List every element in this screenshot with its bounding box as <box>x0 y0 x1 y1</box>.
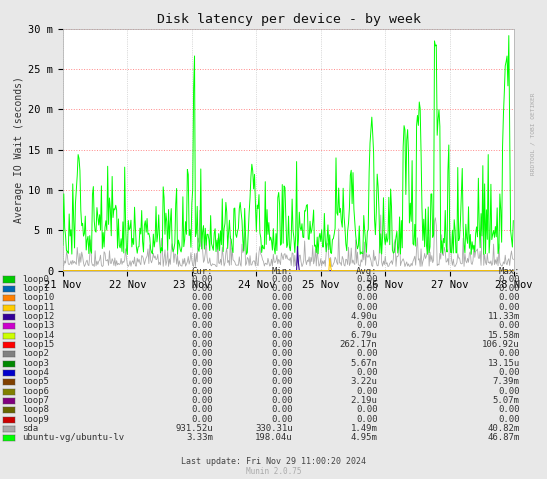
Text: 931.52u: 931.52u <box>176 424 213 433</box>
Text: 1.49m: 1.49m <box>351 424 377 433</box>
Text: 0.00: 0.00 <box>498 303 520 312</box>
Text: 0.00: 0.00 <box>271 293 293 302</box>
Text: Munin 2.0.75: Munin 2.0.75 <box>246 467 301 476</box>
Text: Avg:: Avg: <box>356 267 377 276</box>
Text: 46.87m: 46.87m <box>487 433 520 443</box>
Text: 0.00: 0.00 <box>356 274 377 284</box>
Text: 0.00: 0.00 <box>271 340 293 349</box>
Text: loop7: loop7 <box>22 396 49 405</box>
Text: 0.00: 0.00 <box>498 405 520 414</box>
Text: 0.00: 0.00 <box>271 284 293 293</box>
Text: 0.00: 0.00 <box>356 387 377 396</box>
Text: loop1: loop1 <box>22 284 49 293</box>
Text: 0.00: 0.00 <box>271 312 293 321</box>
Text: 0.00: 0.00 <box>192 303 213 312</box>
Text: 0.00: 0.00 <box>271 274 293 284</box>
Text: 0.00: 0.00 <box>271 303 293 312</box>
Text: 0.00: 0.00 <box>192 405 213 414</box>
Text: loop5: loop5 <box>22 377 49 387</box>
Text: 0.00: 0.00 <box>192 396 213 405</box>
Text: 198.04u: 198.04u <box>255 433 293 443</box>
Text: 13.15u: 13.15u <box>487 359 520 368</box>
Text: 5.07m: 5.07m <box>493 396 520 405</box>
Text: 0.00: 0.00 <box>271 387 293 396</box>
Text: 0.00: 0.00 <box>356 349 377 358</box>
Text: 0.00: 0.00 <box>192 359 213 368</box>
Text: 3.22u: 3.22u <box>351 377 377 387</box>
Text: loop12: loop12 <box>22 312 54 321</box>
Text: RRDTOOL / TOBI OETIKER: RRDTOOL / TOBI OETIKER <box>531 93 536 175</box>
Text: 0.00: 0.00 <box>192 340 213 349</box>
Text: 3.33m: 3.33m <box>187 433 213 443</box>
Text: 0.00: 0.00 <box>271 415 293 424</box>
Y-axis label: Average IO Wait (seconds): Average IO Wait (seconds) <box>14 76 24 223</box>
Text: 262.17n: 262.17n <box>340 340 377 349</box>
Text: 15.58m: 15.58m <box>487 331 520 340</box>
Text: 0.00: 0.00 <box>192 415 213 424</box>
Text: loop3: loop3 <box>22 359 49 368</box>
Text: 2.19u: 2.19u <box>351 396 377 405</box>
Text: loop0: loop0 <box>22 274 49 284</box>
Text: 0.00: 0.00 <box>498 349 520 358</box>
Title: Disk latency per device - by week: Disk latency per device - by week <box>156 13 421 26</box>
Text: loop15: loop15 <box>22 340 54 349</box>
Text: 0.00: 0.00 <box>271 321 293 331</box>
Text: loop6: loop6 <box>22 387 49 396</box>
Text: 0.00: 0.00 <box>271 405 293 414</box>
Text: 0.00: 0.00 <box>498 368 520 377</box>
Text: loop14: loop14 <box>22 331 54 340</box>
Text: 0.00: 0.00 <box>498 293 520 302</box>
Text: 0.00: 0.00 <box>271 331 293 340</box>
Text: Min:: Min: <box>271 267 293 276</box>
Text: 0.00: 0.00 <box>498 321 520 331</box>
Text: 0.00: 0.00 <box>271 359 293 368</box>
Text: 0.00: 0.00 <box>271 368 293 377</box>
Text: 0.00: 0.00 <box>192 293 213 302</box>
Text: 0.00: 0.00 <box>271 377 293 387</box>
Text: 0.00: 0.00 <box>356 415 377 424</box>
Text: 0.00: 0.00 <box>192 377 213 387</box>
Text: 4.95m: 4.95m <box>351 433 377 443</box>
Text: loop11: loop11 <box>22 303 54 312</box>
Text: 0.00: 0.00 <box>356 303 377 312</box>
Text: loop4: loop4 <box>22 368 49 377</box>
Text: 11.33m: 11.33m <box>487 312 520 321</box>
Text: loop2: loop2 <box>22 349 49 358</box>
Text: 0.00: 0.00 <box>356 284 377 293</box>
Text: 0.00: 0.00 <box>192 368 213 377</box>
Text: 0.00: 0.00 <box>192 349 213 358</box>
Text: 0.00: 0.00 <box>192 331 213 340</box>
Text: Max:: Max: <box>498 267 520 276</box>
Text: 0.00: 0.00 <box>356 405 377 414</box>
Text: Last update: Fri Nov 29 11:00:20 2024: Last update: Fri Nov 29 11:00:20 2024 <box>181 456 366 466</box>
Text: 40.82m: 40.82m <box>487 424 520 433</box>
Text: 0.00: 0.00 <box>192 387 213 396</box>
Text: 0.00: 0.00 <box>192 284 213 293</box>
Text: 0.00: 0.00 <box>271 396 293 405</box>
Text: 106.92u: 106.92u <box>482 340 520 349</box>
Text: 0.00: 0.00 <box>498 387 520 396</box>
Text: 0.00: 0.00 <box>192 321 213 331</box>
Text: 330.31u: 330.31u <box>255 424 293 433</box>
Text: ubuntu-vg/ubuntu-lv: ubuntu-vg/ubuntu-lv <box>22 433 124 443</box>
Text: 0.00: 0.00 <box>192 274 213 284</box>
Text: Cur:: Cur: <box>192 267 213 276</box>
Text: 0.00: 0.00 <box>498 274 520 284</box>
Text: 0.00: 0.00 <box>498 284 520 293</box>
Text: loop9: loop9 <box>22 415 49 424</box>
Text: loop10: loop10 <box>22 293 54 302</box>
Text: loop8: loop8 <box>22 405 49 414</box>
Text: 4.90u: 4.90u <box>351 312 377 321</box>
Text: 6.79u: 6.79u <box>351 331 377 340</box>
Text: 0.00: 0.00 <box>271 349 293 358</box>
Text: sda: sda <box>22 424 38 433</box>
Text: 0.00: 0.00 <box>356 293 377 302</box>
Text: 0.00: 0.00 <box>192 312 213 321</box>
Text: 0.00: 0.00 <box>356 321 377 331</box>
Text: loop13: loop13 <box>22 321 54 331</box>
Text: 7.39m: 7.39m <box>493 377 520 387</box>
Text: 0.00: 0.00 <box>356 368 377 377</box>
Text: 5.67n: 5.67n <box>351 359 377 368</box>
Text: 0.00: 0.00 <box>498 415 520 424</box>
